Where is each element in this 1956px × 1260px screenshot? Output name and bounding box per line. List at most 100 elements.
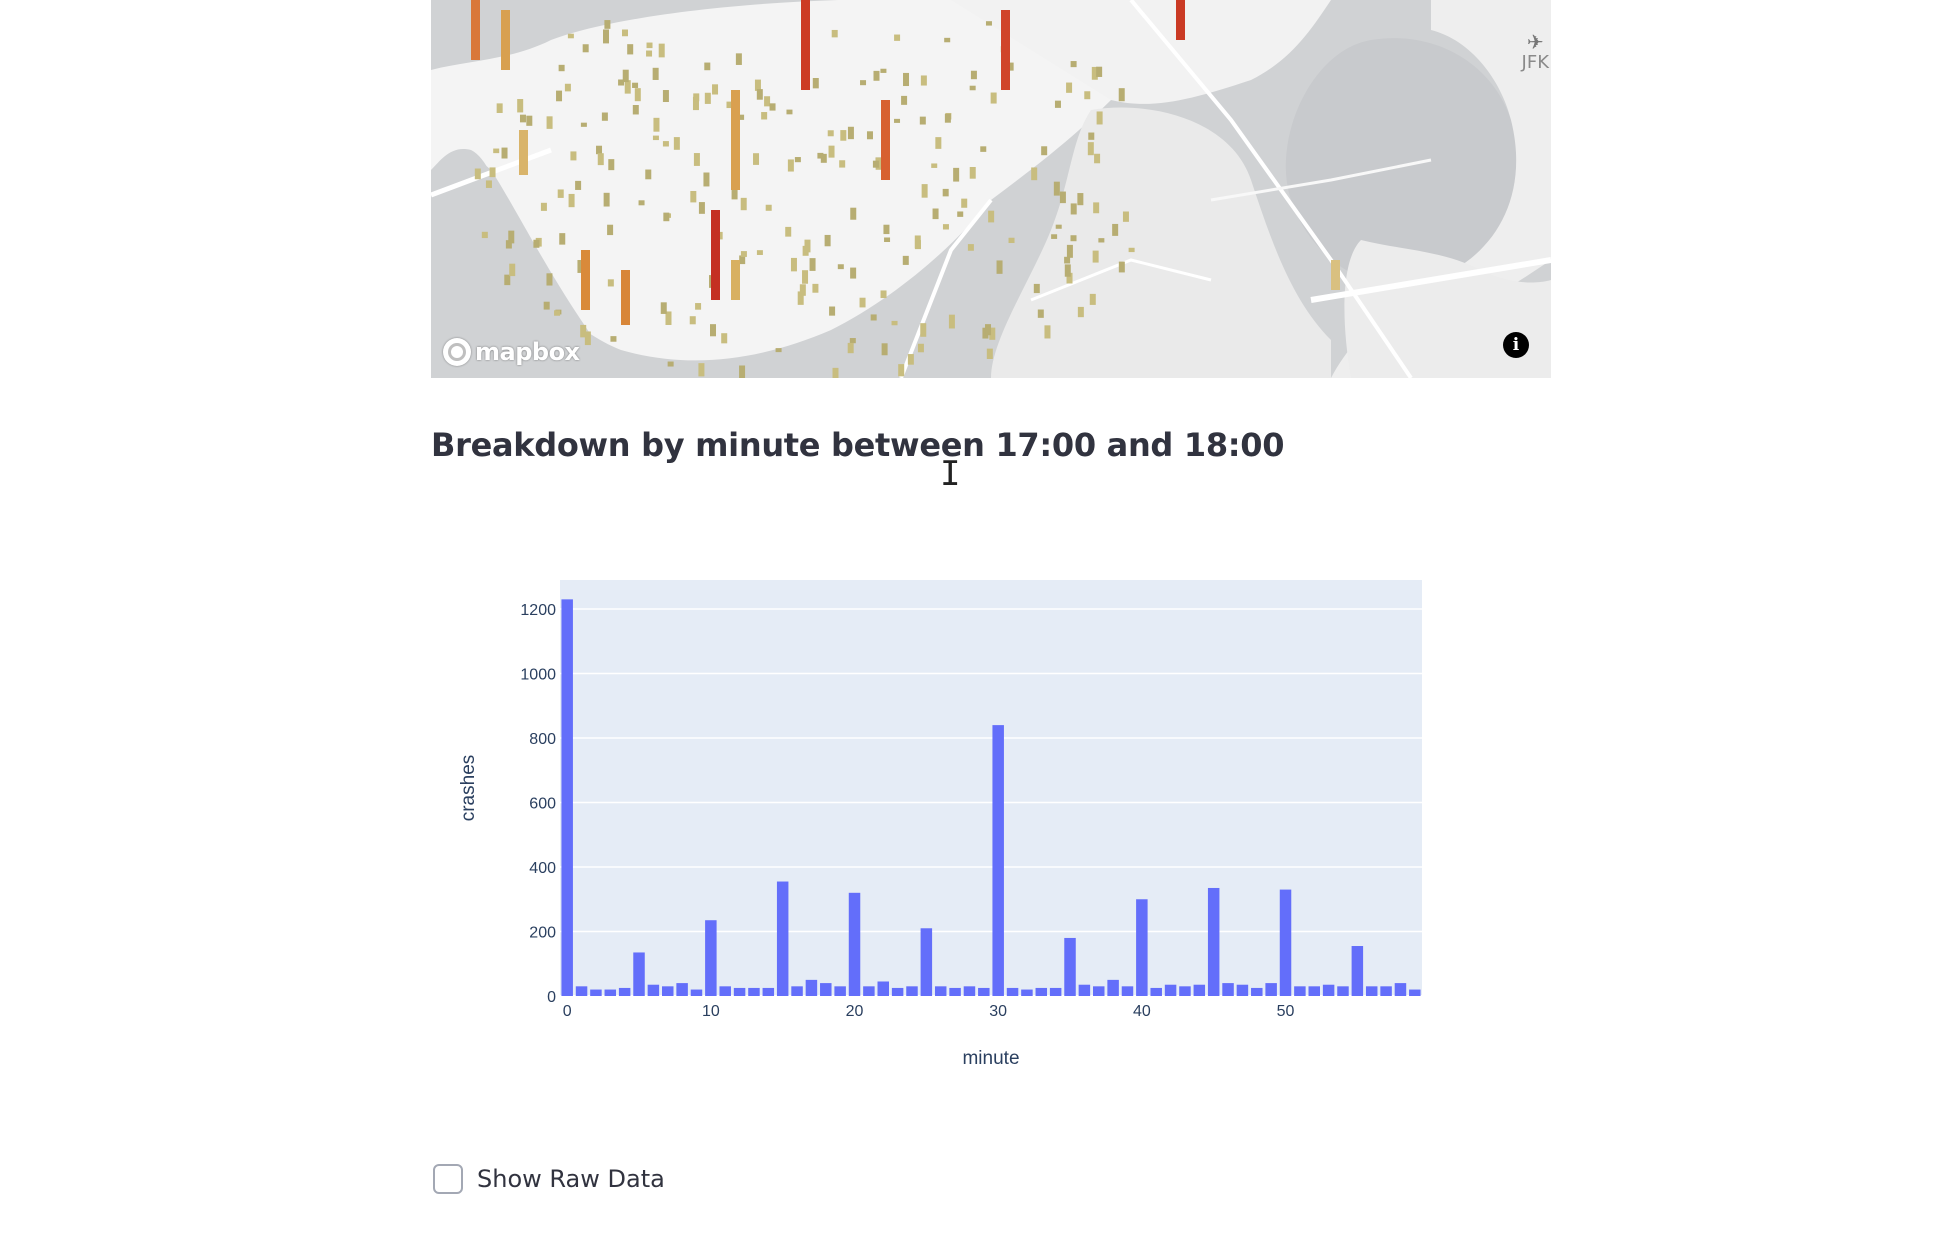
bar[interactable] — [733, 987, 746, 996]
mapbox-logo[interactable]: mapbox — [443, 338, 580, 366]
map-column — [883, 224, 890, 235]
bar[interactable] — [934, 986, 947, 996]
map-column — [775, 348, 782, 353]
bar[interactable] — [1078, 984, 1091, 996]
map-column — [903, 72, 910, 87]
crash-columns-layer — [471, 0, 1340, 378]
bar[interactable] — [1064, 937, 1076, 996]
map-column — [662, 90, 669, 103]
map-column — [632, 82, 639, 88]
bar[interactable] — [963, 986, 976, 996]
bar[interactable] — [820, 983, 832, 996]
bar[interactable] — [949, 987, 961, 996]
bars[interactable] — [561, 599, 1421, 996]
bar[interactable] — [719, 986, 731, 996]
map-column-tall — [581, 250, 590, 310]
bar[interactable] — [1308, 986, 1320, 996]
bar[interactable] — [1394, 983, 1407, 996]
bar[interactable] — [906, 986, 918, 996]
info-icon[interactable]: i — [1503, 332, 1529, 358]
bar[interactable] — [920, 928, 933, 996]
bar[interactable] — [1279, 889, 1292, 996]
bar[interactable] — [633, 952, 645, 996]
map-column — [884, 237, 891, 243]
bar[interactable] — [1021, 989, 1033, 996]
minute-breakdown-chart[interactable]: 0 200 400 600 800 1000 1200 0 10 20 30 40 50 minute… — [431, 560, 1431, 1080]
airplane-icon: ✈ — [1526, 30, 1544, 54]
bar[interactable] — [1337, 986, 1349, 996]
map-column — [990, 92, 997, 104]
bar[interactable] — [1265, 983, 1277, 996]
map-column — [1118, 88, 1125, 102]
bar[interactable] — [604, 989, 617, 996]
bar[interactable] — [978, 987, 990, 996]
bar[interactable] — [1409, 989, 1421, 996]
bar[interactable] — [1136, 899, 1148, 996]
checkbox-box[interactable] — [433, 1164, 463, 1194]
map-canvas[interactable] — [431, 0, 1551, 378]
bar[interactable] — [1035, 987, 1048, 996]
bar[interactable] — [690, 989, 703, 996]
show-raw-data-checkbox[interactable]: Show Raw Data — [433, 1164, 665, 1194]
bar[interactable] — [834, 986, 846, 996]
map-column — [961, 198, 968, 208]
bar[interactable] — [1150, 987, 1162, 996]
bar[interactable] — [776, 881, 789, 996]
bar[interactable] — [1236, 984, 1249, 996]
bar[interactable] — [791, 986, 803, 996]
bar[interactable] — [676, 983, 688, 996]
map-column — [533, 239, 540, 248]
map-column — [1087, 142, 1094, 156]
x-tick-label: 10 — [702, 1003, 720, 1020]
bar[interactable] — [705, 920, 717, 996]
map-column — [624, 80, 631, 94]
crash-map[interactable]: ✈ JFK mapbox i — [431, 0, 1551, 378]
map-column — [712, 84, 719, 95]
bar[interactable] — [762, 987, 775, 996]
map-column — [607, 279, 614, 287]
map-column — [1096, 111, 1103, 125]
bar[interactable] — [1322, 984, 1335, 996]
bar[interactable] — [848, 892, 861, 996]
bar[interactable] — [662, 986, 674, 996]
bar[interactable] — [1164, 984, 1177, 996]
map-column — [931, 163, 938, 168]
bar[interactable] — [575, 986, 588, 996]
bar[interactable] — [1107, 979, 1119, 996]
bar[interactable] — [1006, 987, 1019, 996]
bar[interactable] — [1380, 986, 1392, 996]
map-column — [901, 95, 908, 105]
bar[interactable] — [1049, 987, 1062, 996]
bar[interactable] — [590, 989, 602, 996]
bar[interactable] — [1093, 986, 1105, 996]
bar[interactable] — [1179, 986, 1191, 996]
bar[interactable] — [647, 984, 660, 996]
map-column — [754, 79, 761, 91]
bar[interactable] — [618, 987, 631, 996]
bar[interactable] — [1121, 986, 1134, 996]
bar[interactable] — [877, 981, 889, 996]
map-column — [693, 93, 700, 102]
bar[interactable] — [561, 599, 573, 996]
bar[interactable] — [1193, 984, 1206, 996]
bar[interactable] — [1294, 986, 1306, 996]
bar[interactable] — [1207, 887, 1220, 996]
map-column — [820, 153, 827, 163]
map-column — [673, 137, 680, 150]
bar[interactable] — [891, 987, 904, 996]
bar[interactable] — [1351, 946, 1364, 996]
bar[interactable] — [863, 986, 875, 996]
map-column — [1084, 91, 1091, 100]
bar[interactable] — [1365, 986, 1378, 996]
bar[interactable] — [805, 979, 818, 996]
y-tick-label: 1200 — [520, 602, 556, 619]
map-column — [646, 50, 653, 57]
y-tick-label: 800 — [529, 731, 556, 748]
bar[interactable] — [992, 725, 1004, 996]
bar[interactable] — [748, 987, 760, 996]
map-column — [765, 204, 772, 211]
bar[interactable] — [1222, 983, 1234, 996]
bar[interactable] — [1251, 987, 1263, 996]
map-column — [1092, 250, 1099, 263]
map-column — [652, 67, 659, 80]
